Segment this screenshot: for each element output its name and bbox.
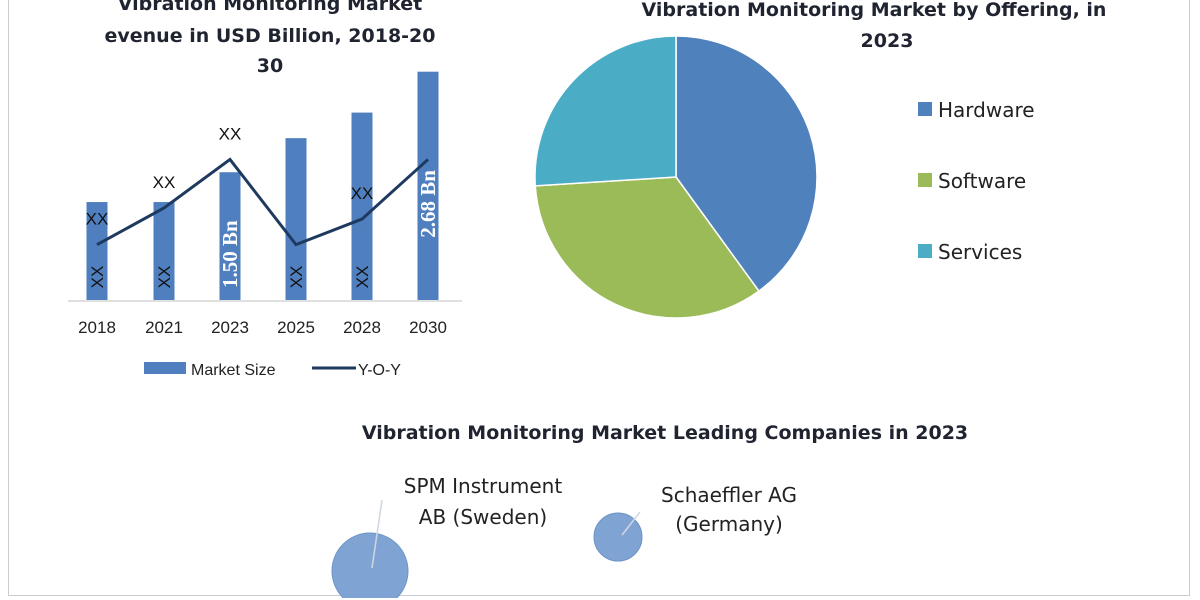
company-leader-line (621, 511, 641, 536)
pie-slice-hardware (675, 35, 818, 293)
x-tick-label: 2023 (211, 318, 249, 337)
bar-chart: XX XX 1.50 Bn XX XX 2.68 Bn XX XX XX XX 2018 2021 20… (68, 71, 462, 379)
x-tick-label: 2030 (409, 318, 447, 337)
company-bubble (331, 532, 409, 598)
yoy-point-label: XX (86, 210, 109, 229)
company-leader-line (371, 499, 383, 569)
bar-value-label: XX (287, 266, 306, 289)
companies-chart-title: Vibration Monitoring Market Leading Comp… (362, 422, 968, 444)
bar-value-label: XX (353, 266, 372, 289)
legend-yoy-label: Y-O-Y (358, 362, 401, 379)
company-label-line-1: SPM Instrument (404, 474, 563, 498)
pie-slice-software (534, 176, 760, 319)
company-label-line-2: AB (Sweden) (419, 505, 547, 529)
bar-2018 (86, 202, 108, 300)
yoy-line (96, 157, 430, 247)
legend-market-size-label: Market Size (191, 362, 276, 379)
bar-value-label: XX (88, 266, 107, 289)
pie-legend-label-services: Services (938, 240, 1022, 264)
pie-chart-title: Vibration Monitoring Market by Offering,… (642, 0, 1107, 52)
x-tick-label: 2021 (145, 318, 183, 337)
bar-value-label: 2.68 Bn (416, 170, 440, 238)
bar-value-label: XX (155, 266, 174, 289)
yoy-point-label: XX (153, 173, 176, 192)
company-label-line-1: Schaeffler AG (661, 483, 797, 507)
yoy-point-label: XX (219, 124, 242, 143)
bar-2030 (417, 71, 439, 300)
pie-chart-title-line-2: 2023 (861, 30, 914, 52)
x-tick-label: 2028 (343, 318, 381, 337)
pie-slice-services (534, 35, 677, 187)
pie-legend-swatch-hardware (918, 102, 932, 116)
pie-chart (534, 35, 818, 319)
bar-2028 (351, 112, 373, 300)
company-bubble (593, 512, 643, 562)
bar-chart-title-line-1: Vibration Monitoring Market (118, 0, 422, 15)
company-label-line-2: (Germany) (675, 512, 783, 536)
pie-legend: Hardware Software Services (918, 98, 1035, 264)
bar-chart-title: Vibration Monitoring Market evenue in US… (104, 0, 435, 77)
x-tick-label: 2018 (78, 318, 116, 337)
chart-frame (8, 0, 1190, 596)
bar-2025 (285, 138, 307, 300)
bar-value-label: 1.50 Bn (218, 220, 242, 288)
bar-2021 (153, 202, 175, 300)
bar-chart-title-line-2: evenue in USD Billion, 2018-20 (104, 25, 435, 47)
bar-chart-title-line-3: 30 (257, 55, 283, 77)
bar-2023 (219, 172, 241, 300)
pie-legend-label-hardware: Hardware (938, 98, 1035, 122)
pie-legend-swatch-services (918, 244, 932, 258)
pie-legend-label-software: Software (938, 169, 1026, 193)
pie-chart-title-line-1: Vibration Monitoring Market by Offering,… (642, 0, 1107, 21)
pie-legend-swatch-software (918, 173, 932, 187)
legend-market-size-swatch (144, 362, 186, 374)
yoy-point-label: XX (351, 184, 374, 203)
companies-bubble-chart: SPM Instrument AB (Sweden) Schaeffler AG (G… (331, 474, 797, 598)
x-tick-label: 2025 (277, 318, 315, 337)
